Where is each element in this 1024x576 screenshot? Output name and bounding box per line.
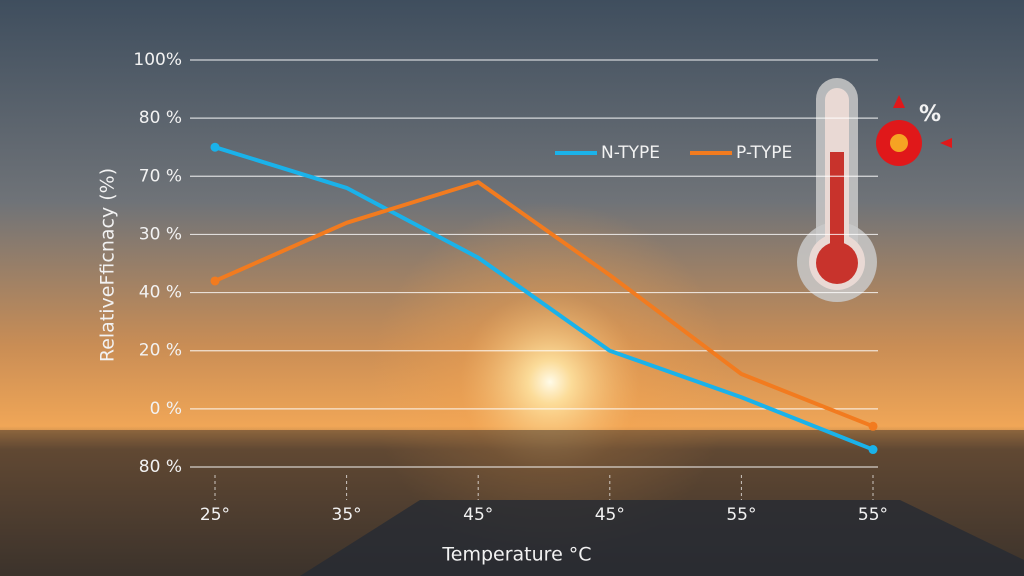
y-tick-label: 20 % [139,341,182,361]
x-tick-label: 55° [858,505,888,525]
x-tick-label: 25° [200,505,230,525]
y-tick-label: 100% [133,50,182,70]
end-point [210,276,220,286]
end-point [868,445,878,455]
y-tick-label: 80 % [139,457,182,477]
series-line [214,180,874,429]
y-axis-title: RelativeFficnacy (%) [97,168,119,362]
end-point [868,421,878,431]
x-tick-label: 35° [332,505,362,525]
x-tick-label: 45° [595,505,625,525]
y-tick-label: 30 % [139,224,182,244]
y-tick-label: 70 % [139,166,182,186]
icon-label: % [919,102,941,127]
x-tick-label: 55° [726,505,756,525]
y-tick-label: 0 % [150,399,182,419]
x-axis-title: Temperature °C [441,544,591,566]
thermometer-icon [797,78,952,302]
series-line [214,145,874,452]
y-tick-label: 80 % [139,108,182,128]
y-tick-label: 40 % [139,283,182,303]
legend-label: N-TYPE [601,143,660,163]
legend-label: P-TYPE [736,143,792,163]
solar-panel [300,500,1024,576]
end-point [210,142,220,152]
x-tick-label: 45° [463,505,493,525]
